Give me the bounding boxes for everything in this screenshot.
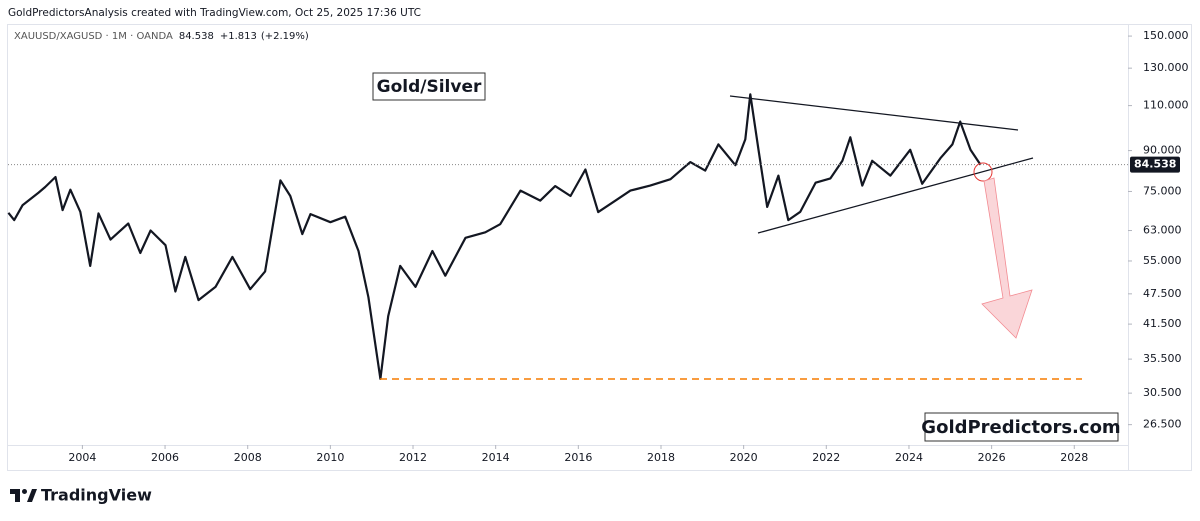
y-tick-label: 47.500 xyxy=(1143,287,1182,300)
x-tick-label: 2018 xyxy=(647,451,675,464)
logo-part xyxy=(27,489,37,502)
x-tick-label: 2006 xyxy=(151,451,179,464)
annotation-title: Gold/Silver xyxy=(377,77,482,97)
x-tick-label: 2010 xyxy=(316,451,344,464)
y-tick-label: 26.500 xyxy=(1143,418,1182,431)
price-line xyxy=(7,93,982,380)
y-tick-label: 130.000 xyxy=(1143,61,1189,74)
x-tick-label: 2004 xyxy=(68,451,96,464)
lower-trendline xyxy=(757,157,1034,234)
x-tick-label: 2014 xyxy=(482,451,510,464)
legend: XAUUSD/XAGUSD · 1M · OANDA 84.538 +1.813 (+… xyxy=(14,31,309,42)
legend-price: 84.538 xyxy=(179,31,214,42)
tv-logo xyxy=(10,489,37,502)
logo-part xyxy=(15,489,20,502)
last-price-box xyxy=(1130,156,1180,173)
frame xyxy=(7,24,1192,471)
y-tick-label: 41.500 xyxy=(1143,317,1182,330)
legend-change-pct: (+2.19%) xyxy=(261,31,309,42)
legend-change: +1.813 xyxy=(220,31,257,42)
x-tick-label: 2008 xyxy=(234,451,262,464)
x-tick-label: 2028 xyxy=(1060,451,1088,464)
x-tick-label: 2020 xyxy=(730,451,758,464)
x-tick-label: 2016 xyxy=(564,451,592,464)
down-arrow xyxy=(981,177,1033,339)
y-tick-label: 63.000 xyxy=(1143,224,1182,237)
legend-symbol: XAUUSD/XAGUSD · 1M · OANDA xyxy=(14,31,173,42)
header: GoldPredictorsAnalysis created with Trad… xyxy=(8,7,421,19)
watermark: GoldPredictors.com xyxy=(921,417,1120,438)
y-tick-label: 55.000 xyxy=(1143,254,1182,267)
plot: 26.500 30.500 35.500 41.500 47.500 55.000 63.0… xyxy=(7,29,1189,464)
annotation-box xyxy=(372,72,486,101)
y-tick-label: 30.500 xyxy=(1143,386,1182,399)
logo-part xyxy=(22,489,27,494)
highlight-circle xyxy=(973,162,993,182)
upper-trendline xyxy=(729,95,1019,131)
x-tick-label: 2024 xyxy=(895,451,923,464)
footer: TradingView xyxy=(41,486,152,505)
y-tick-label: 110.000 xyxy=(1143,99,1189,112)
x-tick-label: 2022 xyxy=(812,451,840,464)
y-tick-label: 90.000 xyxy=(1143,144,1182,157)
x-tick-label: 2026 xyxy=(978,451,1006,464)
y-tick-label: 150.000 xyxy=(1143,29,1189,42)
last-price-label: 84.538 xyxy=(1134,158,1176,171)
annotation-box xyxy=(924,412,1119,442)
y-tick-label: 35.500 xyxy=(1143,352,1182,365)
y-tick-label: 75.000 xyxy=(1143,184,1182,197)
x-tick-label: 2012 xyxy=(399,451,427,464)
